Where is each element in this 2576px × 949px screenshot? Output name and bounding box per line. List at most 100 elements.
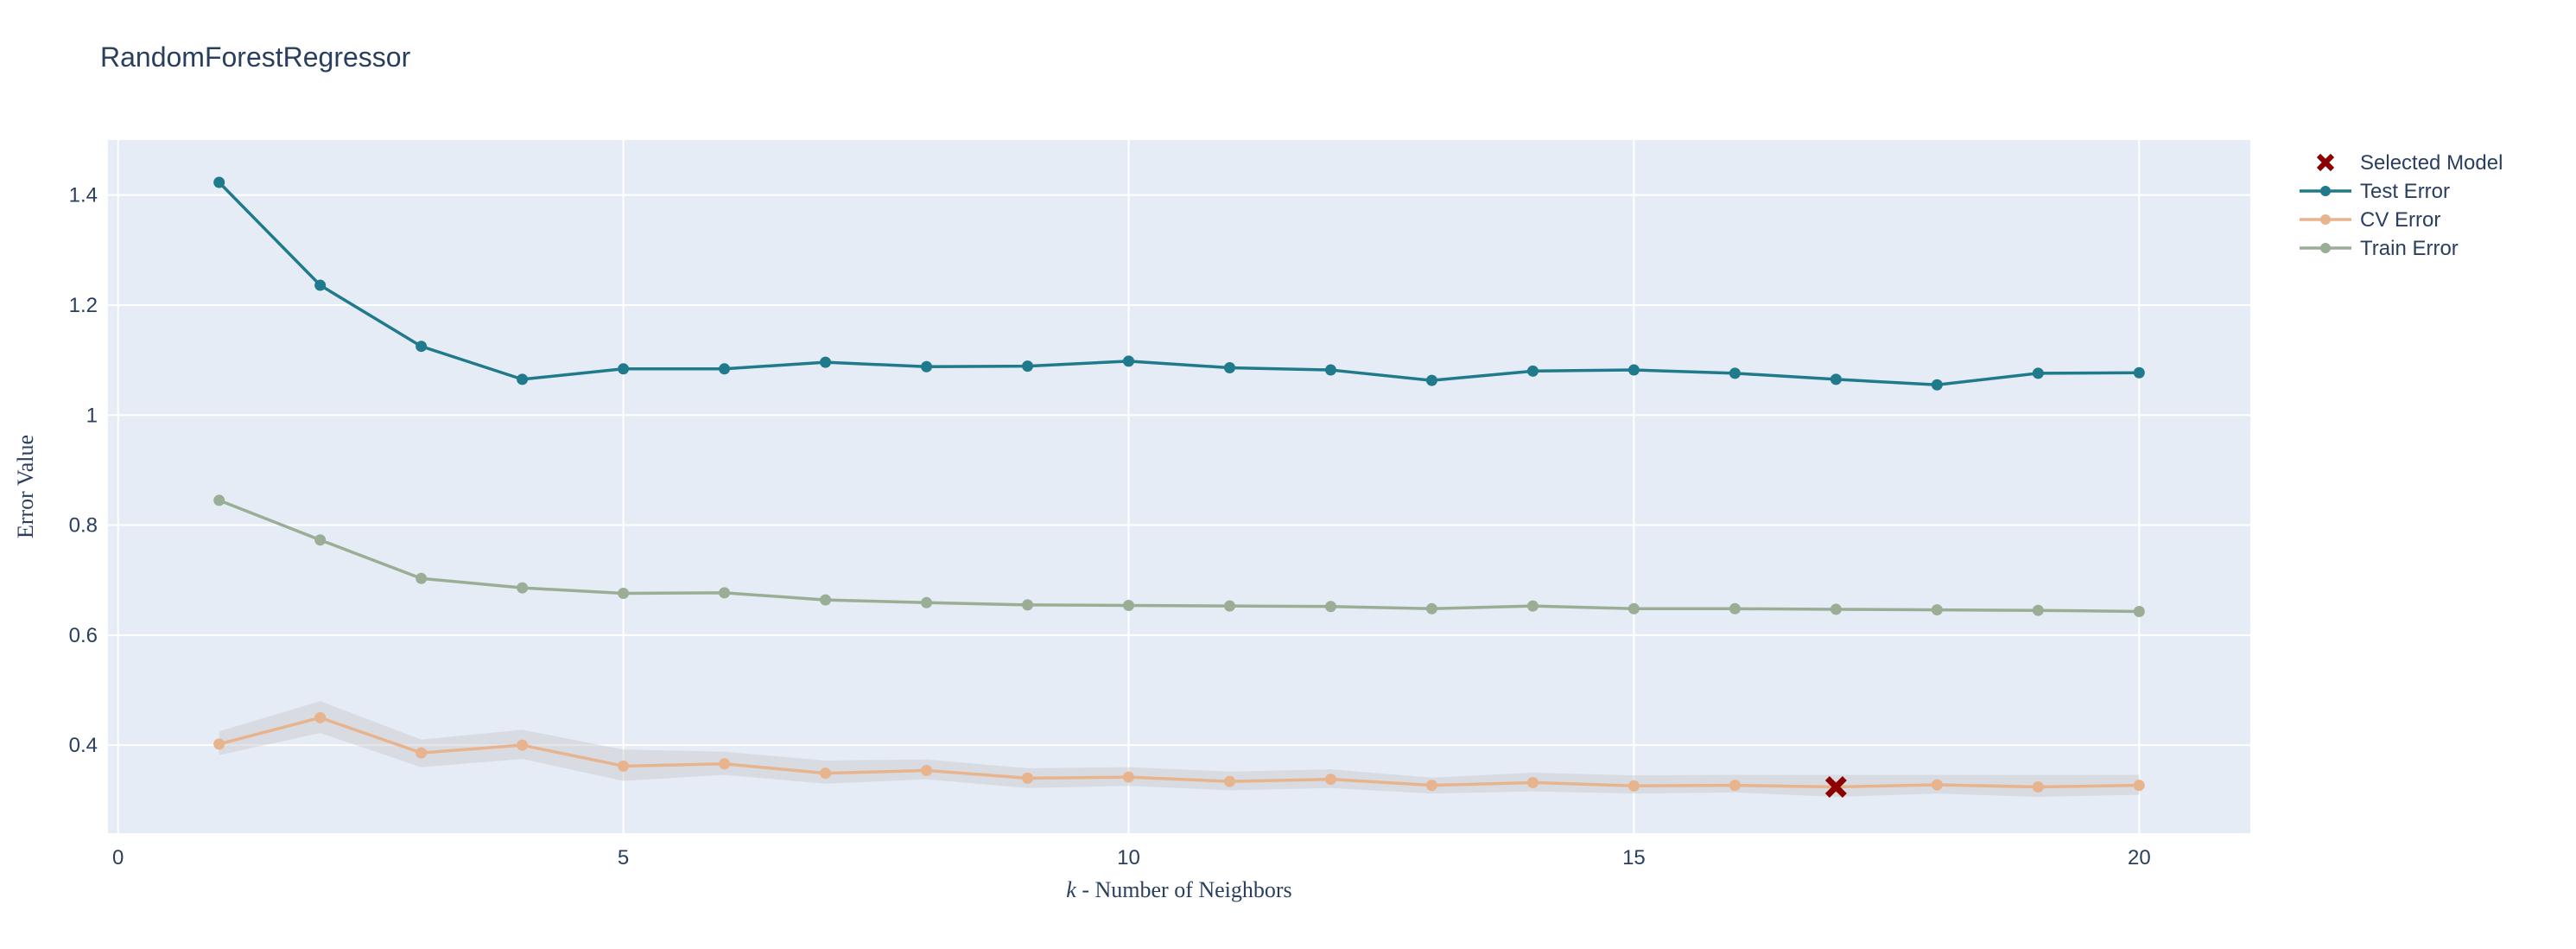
legend-dot [2320, 214, 2331, 225]
legend-item-cv-error[interactable]: CV Error [2300, 208, 2440, 232]
test-error-point[interactable] [1123, 355, 1135, 367]
legend-symbol-line-icon [2300, 214, 2351, 225]
legend-item-test-error[interactable]: Test Error [2300, 180, 2450, 203]
test-error-point[interactable] [820, 356, 832, 368]
train-error-point[interactable] [2133, 605, 2145, 617]
test-error-point[interactable] [921, 360, 933, 373]
test-error-point[interactable] [517, 373, 529, 385]
test-error-point[interactable] [1627, 364, 1640, 376]
cv-error-point[interactable] [1022, 772, 1034, 784]
y-tick-label: 1.4 [69, 184, 98, 207]
cv-error-point[interactable] [314, 711, 327, 723]
selected-model-layer [1824, 776, 1847, 799]
cv-error-point[interactable] [820, 767, 832, 780]
train-error-point[interactable] [416, 572, 428, 584]
train-error-point[interactable] [820, 594, 832, 606]
selected-model-marker[interactable] [1824, 776, 1847, 799]
legend-symbol-line-icon [2300, 186, 2351, 196]
test-error-point[interactable] [719, 363, 731, 375]
train-error-point[interactable] [1223, 600, 1235, 612]
test-error-series [213, 176, 2145, 391]
cv-error-point[interactable] [1223, 775, 1235, 787]
x-tick-label: 5 [618, 846, 629, 869]
cv-error-point[interactable] [1324, 774, 1336, 786]
y-tick-label: 0.8 [69, 514, 98, 538]
test-error-point[interactable] [1324, 364, 1336, 376]
legend-item-selected-model[interactable]: Selected Model [2316, 151, 2503, 175]
test-error-point[interactable] [416, 341, 428, 353]
cv-error-point[interactable] [921, 764, 933, 776]
train-error-point[interactable] [719, 587, 731, 599]
test-error-line [218, 181, 2140, 386]
train-error-series [213, 494, 2145, 617]
legend-x-stroke-b [2316, 153, 2335, 172]
train-error-point[interactable] [213, 494, 225, 506]
train-error-point[interactable] [1526, 600, 1539, 612]
cv-error-point[interactable] [1729, 780, 1741, 792]
cv-error-point[interactable] [1931, 779, 1943, 791]
legend-dot [2320, 243, 2331, 253]
train-error-point[interactable] [1931, 604, 1943, 616]
test-error-point[interactable] [1729, 367, 1741, 379]
cv-error-band [219, 701, 2140, 797]
test-error-point[interactable] [1830, 373, 1842, 385]
legend-symbol-x-icon [2316, 153, 2335, 172]
cv-error-point[interactable] [2032, 781, 2044, 793]
test-error-point[interactable] [213, 176, 225, 188]
test-error-point[interactable] [1022, 360, 1034, 373]
train-error-point[interactable] [1627, 602, 1640, 615]
train-error-point[interactable] [1324, 601, 1336, 613]
cv-error-point[interactable] [517, 739, 529, 751]
x-tick-label: 20 [2128, 846, 2151, 869]
y-tick-label: 1.2 [69, 294, 98, 317]
cv-error-point[interactable] [719, 758, 731, 770]
train-error-point[interactable] [517, 582, 529, 594]
cv-error-band-area [219, 701, 2140, 797]
test-error-point[interactable] [1223, 362, 1235, 374]
test-error-point[interactable] [618, 363, 630, 375]
test-error-point[interactable] [1931, 379, 1943, 391]
train-error-point[interactable] [1425, 602, 1437, 615]
test-error-point[interactable] [2032, 367, 2044, 379]
train-error-point[interactable] [1022, 599, 1034, 611]
y-tick-label: 0.6 [69, 624, 98, 647]
x-tick-labels: 0 5 10 15 20 [112, 846, 2151, 869]
legend-label: Selected Model [2360, 151, 2503, 175]
legend[interactable]: Selected Model Test Error CV Error Train Er… [2300, 151, 2503, 260]
grid-lines [108, 140, 2250, 833]
test-error-point[interactable] [2133, 366, 2145, 379]
legend-label: Train Error [2360, 237, 2459, 260]
x-axis-title-rest: - Number of Neighbors [1076, 877, 1292, 902]
legend-label: CV Error [2360, 208, 2440, 232]
legend-dot [2320, 186, 2331, 196]
train-error-point[interactable] [618, 587, 630, 599]
cv-error-point[interactable] [1123, 771, 1135, 783]
x-axis-title-italic: k [1066, 877, 1076, 902]
legend-label: Test Error [2360, 180, 2450, 203]
chart-title: RandomForestRegressor [100, 41, 411, 73]
x-tick-label: 10 [1117, 846, 1140, 869]
train-error-point[interactable] [1729, 602, 1741, 615]
cv-error-point[interactable] [2133, 780, 2145, 792]
cv-error-point[interactable] [618, 760, 630, 772]
test-error-point[interactable] [1425, 374, 1437, 386]
train-error-point[interactable] [1123, 599, 1135, 611]
cv-error-point[interactable] [416, 747, 428, 759]
test-error-point[interactable] [1526, 365, 1539, 377]
train-error-point[interactable] [921, 596, 933, 608]
test-error-point[interactable] [314, 279, 327, 291]
y-tick-label: 1 [86, 404, 98, 427]
train-error-point[interactable] [1830, 603, 1842, 615]
y-tick-labels: 0.4 0.6 0.8 1 1.2 1.4 [69, 184, 98, 758]
cv-error-point[interactable] [1627, 780, 1640, 792]
train-error-point[interactable] [314, 534, 327, 546]
legend-item-train-error[interactable]: Train Error [2300, 237, 2459, 260]
train-error-point[interactable] [2032, 604, 2044, 616]
legend-symbol-line-icon [2300, 243, 2351, 253]
x-axis-title: k - Number of Neighbors [1066, 877, 1291, 902]
cv-error-point[interactable] [1425, 780, 1437, 792]
cv-error-point[interactable] [213, 738, 225, 750]
train-error-line [219, 499, 2140, 614]
cv-error-point[interactable] [1526, 776, 1539, 788]
